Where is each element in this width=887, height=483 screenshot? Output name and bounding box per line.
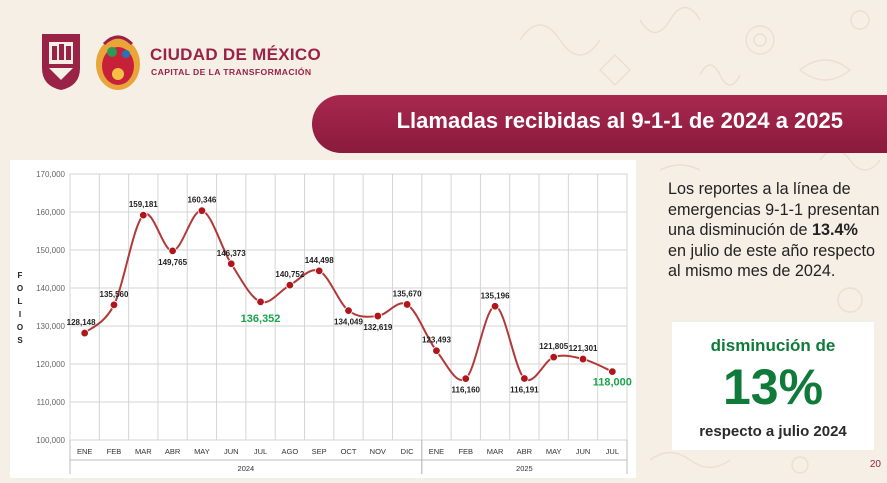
data-point [168, 246, 177, 256]
data-point [608, 367, 617, 376]
x-tick-label: SEP [312, 447, 327, 456]
summary-text-part2: en julio de este año respecto al mismo m… [668, 241, 875, 281]
data-label: 128,148 [67, 318, 96, 327]
data-point [285, 280, 295, 290]
data-point [139, 210, 148, 220]
x-tick-label: AGO [282, 447, 299, 456]
y-axis-label-letter: O [17, 323, 23, 332]
data-label: 116,191 [510, 385, 539, 394]
data-point [461, 374, 470, 383]
data-point [314, 266, 324, 276]
data-label: 159,181 [129, 200, 158, 209]
data-label: 135,560 [100, 290, 129, 299]
data-point [109, 300, 119, 310]
y-axis-label-letter: S [17, 336, 23, 345]
x-tick-label: JUN [224, 447, 239, 456]
data-point [578, 354, 588, 364]
title-banner: Llamadas recibidas al 9-1-1 de 2024 a 20… [312, 95, 887, 153]
data-label: 121,301 [569, 344, 598, 353]
summary-text-part1: Los reportes a la línea de emergencias 9… [668, 180, 880, 240]
year-label: 2025 [516, 464, 533, 473]
data-point [256, 297, 265, 307]
x-tick-label: ABR [517, 447, 533, 456]
y-tick-label: 140,000 [36, 284, 65, 293]
y-tick-label: 160,000 [36, 208, 65, 217]
year-label: 2024 [238, 464, 255, 473]
x-tick-label: JUL [254, 447, 267, 456]
data-label: 144,498 [305, 256, 334, 265]
data-point [490, 302, 500, 311]
y-axis-label-letter: I [19, 310, 21, 319]
y-tick-label: 130,000 [36, 322, 65, 331]
brand-subtitle: CAPITAL DE LA TRANSFORMACIÓN [151, 67, 312, 77]
line-chart: 100,000 110,000 120,000 130,000 140,000 150,0… [17, 170, 632, 474]
x-tick-label: OCT [341, 447, 357, 456]
x-tick-label: MAR [487, 447, 504, 456]
x-tick-label: MAY [546, 447, 562, 456]
x-tick-label: JUN [576, 447, 591, 456]
y-tick-label: 170,000 [36, 170, 65, 179]
highlight-data-label: 118,000 [593, 377, 632, 389]
x-tick-label: ENE [429, 447, 444, 456]
highlight-data-label: 136,352 [241, 313, 281, 325]
data-point [344, 306, 353, 315]
callout-heading: disminución de [710, 336, 836, 355]
summary-text: Los reportes a la línea de emergencias 9… [668, 179, 880, 282]
data-label: 160,346 [187, 196, 216, 205]
data-label: 132,619 [363, 323, 392, 332]
x-tick-label: MAR [135, 447, 152, 456]
y-tick-label: 120,000 [36, 360, 65, 369]
page-number: 20 [869, 459, 881, 470]
y-tick-label: 100,000 [36, 436, 65, 445]
data-label: 134,049 [334, 318, 363, 327]
x-tick-label: FEB [107, 447, 122, 456]
data-label: 140,752 [275, 270, 304, 279]
data-point [197, 206, 207, 215]
data-point [520, 374, 529, 383]
data-point [549, 352, 558, 362]
x-tick-label: MAY [194, 447, 210, 456]
government-logos [42, 34, 140, 90]
callout-percentage: 13% [722, 359, 824, 415]
data-point [227, 259, 236, 268]
x-tick-label: NOV [370, 447, 386, 456]
transformation-emblem-icon [96, 35, 140, 90]
data-point [432, 346, 441, 355]
data-label: 135,196 [481, 291, 510, 300]
data-point [373, 311, 383, 321]
x-tick-label: ENE [77, 447, 92, 456]
y-axis-label-letter: F [18, 271, 23, 280]
y-tick-label: 110,000 [37, 398, 66, 407]
data-label: 135,670 [393, 289, 422, 298]
y-axis-label-letter: L [18, 297, 23, 306]
data-label: 116,160 [452, 386, 481, 395]
x-tick-label: ABR [165, 447, 181, 456]
data-label: 146,373 [217, 249, 246, 258]
data-point [402, 300, 412, 309]
data-point [80, 328, 89, 338]
data-label: 123,493 [422, 336, 451, 345]
summary-percentage: 13.4% [811, 221, 858, 240]
y-tick-label: 150,000 [36, 246, 65, 255]
decrease-callout: disminución de 13% respecto a julio 2024 [672, 322, 874, 450]
x-tick-label: JUL [606, 447, 619, 456]
data-label: 121,805 [539, 342, 568, 351]
y-axis-label-letter: O [17, 284, 23, 293]
x-tick-label: DIC [401, 447, 415, 456]
cdmx-shield-icon [42, 34, 80, 90]
brand-title: CIUDAD DE MÉXICO [150, 45, 322, 64]
data-label: 149,765 [158, 258, 187, 267]
chart-panel: 100,000 110,000 120,000 130,000 140,000 150,0… [10, 160, 636, 478]
page-title: Llamadas recibidas al 9-1-1 de 2024 a 20… [396, 108, 843, 133]
x-tick-label: FEB [458, 447, 473, 456]
callout-footer: respecto a julio 2024 [699, 423, 847, 440]
